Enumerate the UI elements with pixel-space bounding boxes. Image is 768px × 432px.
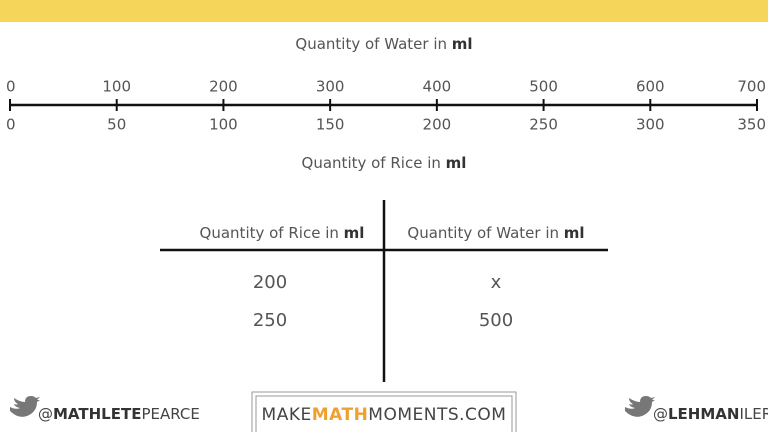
top-tick-label: 500: [529, 78, 558, 96]
bottom-tick-label: 100: [209, 116, 238, 134]
bottom-tick-label: 300: [636, 116, 665, 134]
bottom-tick-label: 0: [6, 116, 16, 134]
top-tick-label: 400: [423, 78, 452, 96]
brand-bold: MATH: [312, 405, 369, 425]
bottom-tick-label: 250: [529, 116, 558, 134]
brand-part: MAKE: [262, 405, 312, 425]
tick-group: 0 0 100 50 200 100 300 150 400 200 500 250 600 300 700…: [6, 78, 766, 134]
brand-box-inner: [255, 395, 513, 432]
handle-bold: MATHLETE: [53, 405, 141, 423]
table-cell: 200: [253, 272, 287, 293]
top-tick-label: 300: [316, 78, 345, 96]
left-handle: @MATHLETEPEARCE: [38, 405, 200, 423]
header-unit: ml: [564, 224, 585, 242]
header-text: Quantity of Rice in: [200, 224, 339, 242]
top-tick-label: 600: [636, 78, 665, 96]
brand-part: MOMENTS.COM: [368, 405, 506, 425]
handle-bold: LEHMAN: [668, 405, 739, 423]
table-cell: x: [491, 272, 502, 293]
header-text: Quantity of Water in: [407, 224, 559, 242]
right-handle: @LEHMANILER: [653, 405, 768, 423]
twitter-icon: [10, 396, 40, 417]
handle-part: ILER: [739, 405, 768, 423]
water-line-title: Quantity of Water in ml: [295, 35, 472, 53]
table-cell: 250: [253, 310, 287, 331]
table-header: Quantity of Water in ml: [407, 224, 584, 242]
top-tick-label: 700: [737, 78, 766, 96]
top-tick-label: 100: [102, 78, 131, 96]
title-unit: ml: [446, 154, 467, 172]
bottom-tick-label: 350: [737, 116, 766, 134]
header-unit: ml: [344, 224, 365, 242]
rice-line-title: Quantity of Rice in ml: [302, 154, 467, 172]
table-header: Quantity of Rice in ml: [200, 224, 365, 242]
handle-part: @: [653, 405, 668, 423]
title-text: Quantity of Rice in: [302, 154, 441, 172]
bottom-tick-label: 150: [316, 116, 345, 134]
bottom-tick-label: 50: [107, 116, 126, 134]
top-tick-label: 0: [6, 78, 16, 96]
top-band: [0, 0, 768, 22]
handle-part: PEARCE: [141, 405, 199, 423]
title-unit: ml: [452, 35, 473, 53]
top-tick-label: 200: [209, 78, 238, 96]
bottom-tick-label: 200: [423, 116, 452, 134]
table-rows: 200 x 250 500: [253, 272, 513, 331]
brand: MAKEMATHMOMENTS.COM: [262, 405, 507, 425]
title-text: Quantity of Water in: [295, 35, 447, 53]
table-cell: 500: [479, 310, 513, 331]
twitter-icon: [625, 396, 655, 417]
brand-box: [251, 391, 517, 432]
handle-part: @: [38, 405, 53, 423]
